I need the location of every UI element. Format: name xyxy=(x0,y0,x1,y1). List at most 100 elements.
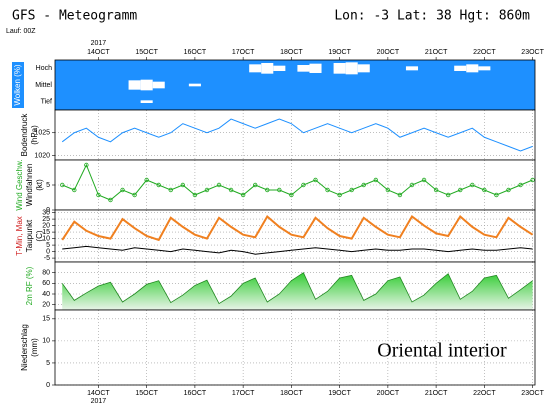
marker xyxy=(265,187,270,193)
marker xyxy=(385,187,391,193)
y-tick-label: 10 xyxy=(42,235,50,242)
run: Lauf: 00Z xyxy=(6,28,36,35)
marker xyxy=(313,177,318,183)
marker xyxy=(470,182,475,188)
cloud xyxy=(466,64,479,73)
y-axis-label: (hPa) xyxy=(30,125,39,145)
ylabel-box xyxy=(12,62,24,108)
cloud xyxy=(333,63,346,74)
x-tick-label: 22OCT xyxy=(473,49,496,56)
panel xyxy=(55,110,535,160)
y-tick-label: 1020 xyxy=(34,152,50,159)
y-tick-label: 25 xyxy=(42,216,50,223)
x-tick-label: 19OCT xyxy=(328,49,351,56)
y-tick-label: 15 xyxy=(42,316,50,323)
y-tick-label: 0 xyxy=(46,207,50,214)
location: Lon: -3 Lat: 38 Hgt: 860m xyxy=(334,9,530,24)
marker xyxy=(96,192,101,198)
marker xyxy=(240,192,246,198)
layer-label: Mittel xyxy=(35,82,52,89)
marker xyxy=(253,182,258,188)
layer-label: Hoch xyxy=(36,65,52,72)
marker xyxy=(494,192,499,198)
y-axis-label: Niederschlag xyxy=(20,324,29,371)
y-tick-label: 30 xyxy=(42,209,50,216)
marker xyxy=(192,192,198,198)
x-tick-label: 20OCT xyxy=(377,49,400,56)
marker xyxy=(397,192,403,198)
y-tick-label: 0 xyxy=(46,382,50,389)
marker xyxy=(337,192,342,198)
marker xyxy=(108,197,113,203)
x-tick-label: 23OCT xyxy=(521,390,544,397)
y-axis-label: (C) xyxy=(35,230,44,241)
marker xyxy=(84,162,89,168)
x-tick-label: 17OCT xyxy=(232,390,255,397)
panel xyxy=(55,310,535,385)
x-tick-label: 20OCT xyxy=(377,390,400,397)
marker xyxy=(530,177,535,183)
y-axis-label: (mm) xyxy=(30,338,39,357)
line xyxy=(61,118,533,152)
x-tick-label: 19OCT xyxy=(328,390,351,397)
y-tick-label: 1025 xyxy=(34,130,50,137)
marker xyxy=(325,187,330,193)
cloud xyxy=(128,80,141,90)
y-tick-label: 15 xyxy=(42,229,50,236)
y-tick-label: 0 xyxy=(46,248,50,255)
y-tick-label: 5 xyxy=(46,182,50,189)
marker xyxy=(144,177,149,183)
x-tick-label: 21OCT xyxy=(425,49,448,56)
marker xyxy=(482,187,487,193)
marker xyxy=(204,187,210,193)
y-tick-label: 20 xyxy=(42,222,50,229)
title: GFS - Meteogramm xyxy=(12,9,137,24)
x-tick-label: 16OCT xyxy=(184,390,207,397)
y-tick-label: -5 xyxy=(44,255,50,262)
cloud xyxy=(249,64,262,73)
cloud xyxy=(454,65,467,71)
panel-frame xyxy=(54,309,536,386)
cloud xyxy=(345,62,358,75)
marker xyxy=(421,177,427,183)
y-axis-label: Wind Geschw. xyxy=(15,159,24,210)
y-tick-label: 80 xyxy=(42,270,50,277)
cloud xyxy=(273,65,286,71)
y-axis-label: Wolken (%) xyxy=(13,64,22,106)
y-axis-label: T-Min, Max xyxy=(15,216,24,256)
line xyxy=(62,163,533,201)
cloud xyxy=(140,100,153,103)
y-axis-label: Windfahnen xyxy=(25,164,34,207)
y-tick-label: 5 xyxy=(46,242,50,249)
x-tick-label: 22OCT xyxy=(473,390,496,397)
marker xyxy=(518,182,523,188)
x-tick-label: 15OCT xyxy=(135,390,158,397)
marker xyxy=(156,182,161,188)
marker xyxy=(349,187,354,193)
marker xyxy=(277,187,282,193)
y-tick-label: 60 xyxy=(42,280,50,287)
y-tick-label: 10 xyxy=(42,338,50,345)
cloud xyxy=(297,65,310,72)
line xyxy=(61,214,534,242)
y-tick-label: 20 xyxy=(42,302,50,309)
x-tick-label: 16OCT xyxy=(184,49,207,56)
x-tick-label: 18OCT xyxy=(280,49,303,56)
year-label: 2017 xyxy=(91,40,107,47)
y-axis-label: 2m RF (%) xyxy=(25,266,34,305)
x-tick-label: 18OCT xyxy=(280,390,303,397)
line xyxy=(61,272,533,305)
marker xyxy=(373,177,379,183)
marker xyxy=(409,182,415,188)
marker xyxy=(72,187,77,193)
cloud xyxy=(188,83,201,87)
x-tick-label: 15OCT xyxy=(135,49,158,56)
y-axis-label: Taupunkt xyxy=(25,219,34,252)
x-tick-label: 14OCT xyxy=(87,49,110,56)
marker xyxy=(361,182,366,188)
y-axis-label: (kt) xyxy=(35,179,44,191)
layer-label: Tief xyxy=(41,99,52,106)
marker xyxy=(132,192,137,198)
cloud xyxy=(405,66,419,71)
